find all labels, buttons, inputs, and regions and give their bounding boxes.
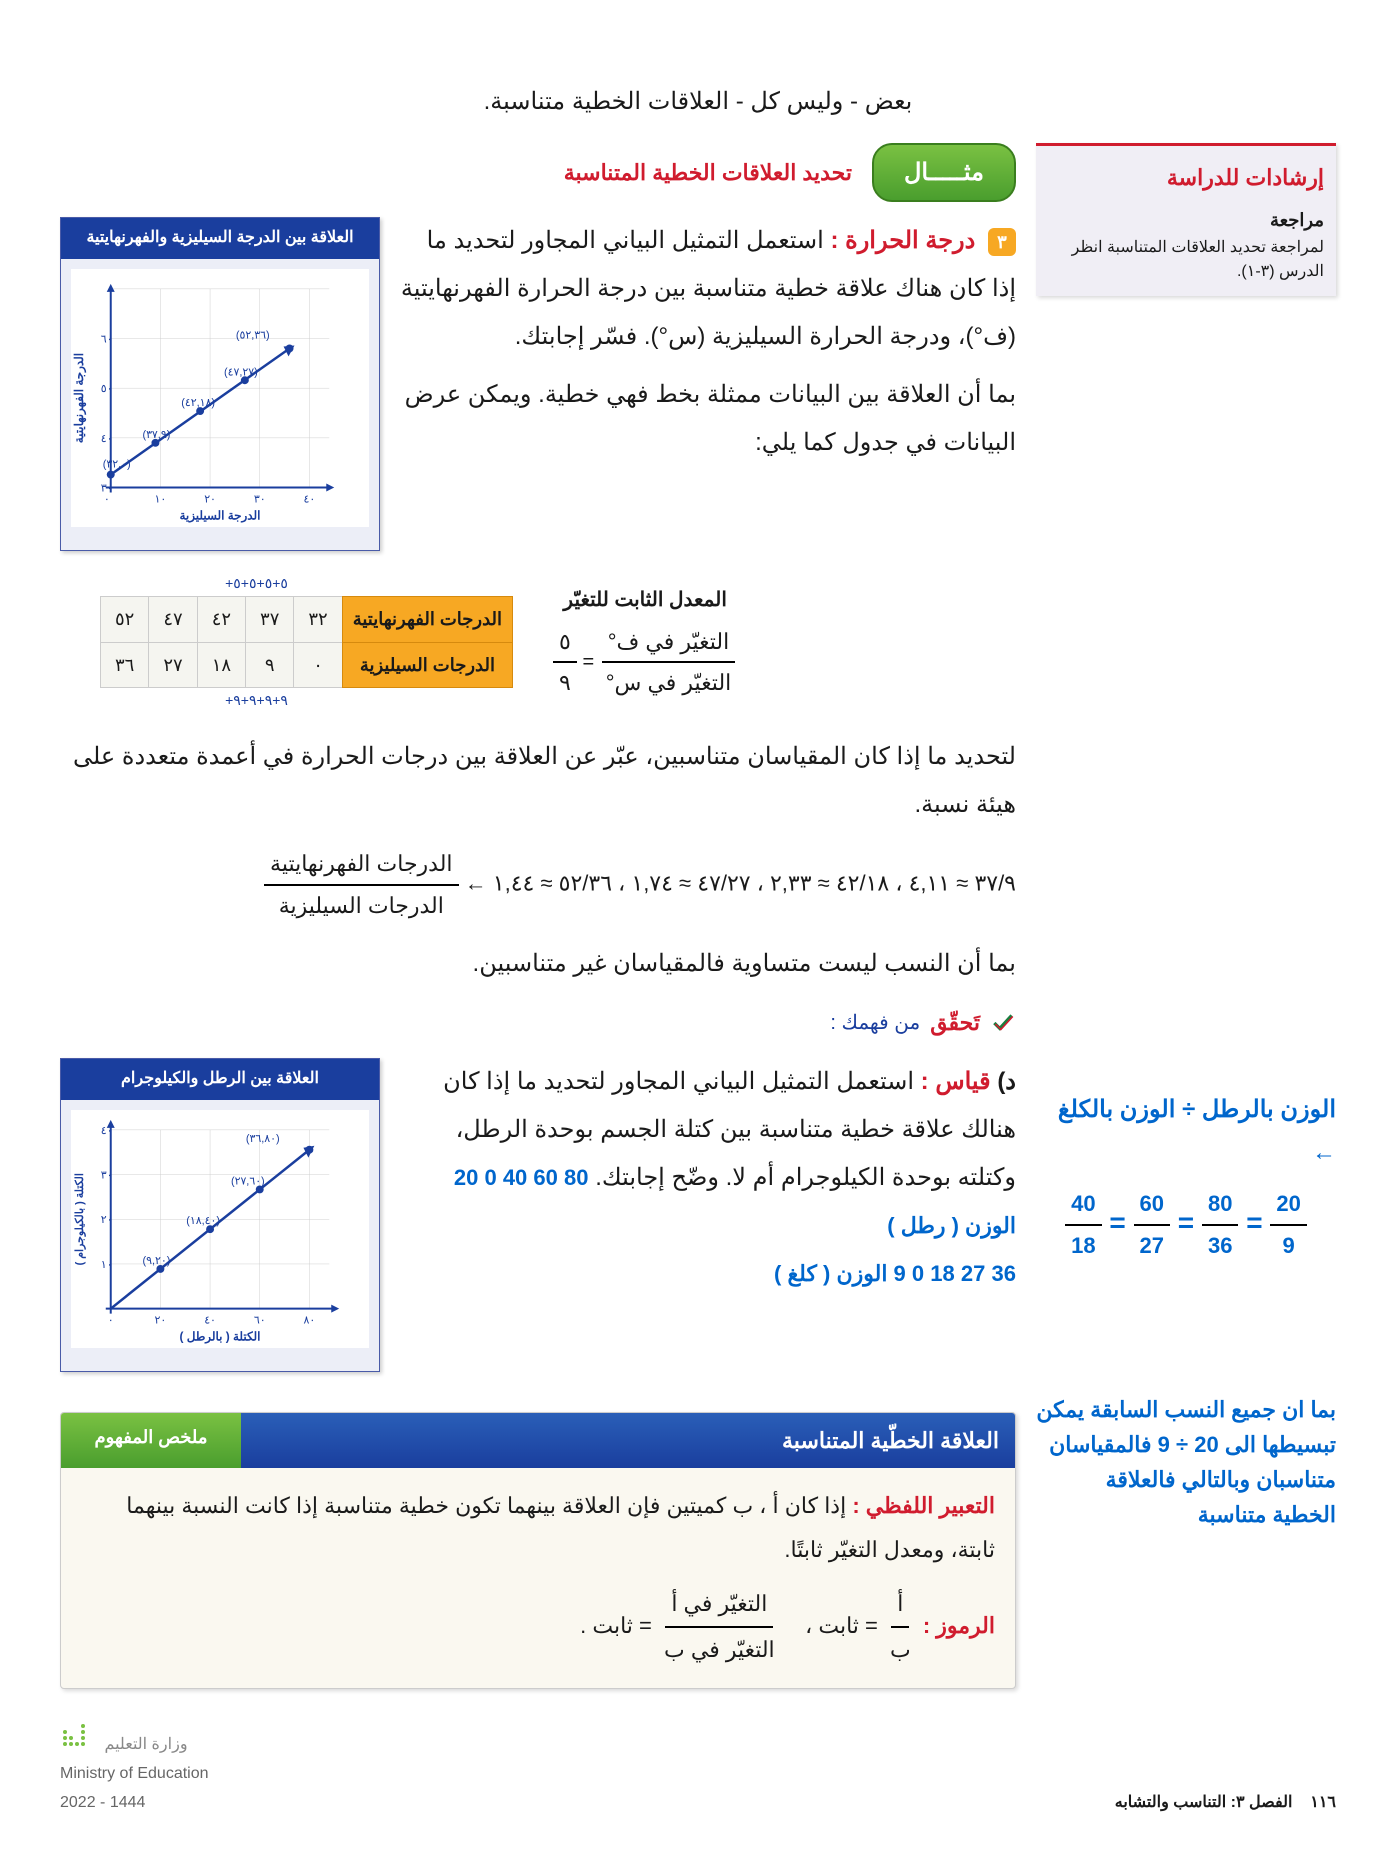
- margin-answer-d: الوزن بالرطل ÷ الوزن بالكلغ ← 4018 = 602…: [1036, 1058, 1336, 1276]
- ministry-en: Ministry of Education: [60, 1765, 209, 1782]
- margin-equation: 4018 = 6027 = 8036 = 209: [1036, 1184, 1336, 1265]
- svg-text:٠: ٠: [108, 1314, 114, 1326]
- p3-text: لتحديد ما إذا كان المقياسان متناسبين، عب…: [60, 733, 1016, 829]
- example-pill: مثـــــال: [872, 143, 1016, 202]
- ministry-ar: وزارة التعليم: [104, 1736, 187, 1753]
- chart-2-title: العلاقة بين الرطل والكيلوجرام: [61, 1059, 379, 1100]
- svg-text:٠: ٠: [104, 494, 110, 506]
- svg-text:٢٠: ٢٠: [155, 1314, 167, 1326]
- ratios-calc: الدرجات الفهرنهايتية الدرجات السيليزية ←…: [60, 844, 1016, 925]
- svg-text:٦٠: ٦٠: [254, 1314, 266, 1326]
- svg-text:الكتلة ( بالرطل ): الكتلة ( بالرطل ): [180, 1329, 261, 1344]
- verbal-label: التعبير اللفظي :: [852, 1493, 995, 1518]
- check-sub: من فهمك :: [830, 1005, 920, 1041]
- svg-text:٣٠: ٣٠: [101, 1169, 113, 1181]
- study-sidebar: إرشادات للدراسة مراجعة لمراجعة تحديد الع…: [1036, 143, 1336, 306]
- svg-text:(٤٢,١٨): (٤٢,١٨): [181, 397, 215, 409]
- chart-2-box: العلاقة بين الرطل والكيلوجرام: [60, 1058, 380, 1372]
- top-arrows: ٥+٥+٥+٥+: [100, 571, 513, 596]
- svg-text:الدرجة السيليزية: الدرجة السيليزية: [180, 508, 261, 523]
- bottom-arrows: ٩+٩+٩+٩+: [100, 688, 513, 713]
- example-3-text: ٣ درجة الحرارة : استعمل التمثيل البياني …: [400, 217, 1016, 467]
- part-d-letter: د): [997, 1068, 1016, 1095]
- svg-text:الكتلة ( بالكيلوجرام ): الكتلة ( بالكيلوجرام ): [74, 1173, 86, 1265]
- table-row1-label: الدرجات الفهرنهايتية: [342, 597, 512, 642]
- footer-year: 2022 - 1444: [60, 1794, 145, 1811]
- svg-text:٢٠: ٢٠: [101, 1214, 113, 1226]
- p4-text: بما أن النسب ليست متساوية فالمقياسان غير…: [60, 940, 1016, 988]
- svg-text:٤٠: ٤٠: [304, 494, 316, 506]
- page-footer: ١١٦ الفصل ٣: التناسب والتشابه وزارة التع…: [60, 1719, 1336, 1817]
- table-row2-label: الدرجات السيليزية: [342, 642, 512, 687]
- part-d-text: د) قياس : استعمل التمثيل البياني المجاور…: [400, 1058, 1016, 1298]
- concept-summary-box: العلاقة الخطّية المتناسبة ملخص المفهوم ا…: [60, 1412, 1016, 1690]
- svg-text:(٩,٢٠): (٩,٢٠): [142, 1255, 170, 1267]
- chart-1-box: العلاقة بين الدرجة السيليزية والفهرنهايت…: [60, 217, 380, 551]
- margin-heading: الوزن بالرطل ÷ الوزن بالكلغ ←: [1036, 1088, 1336, 1174]
- svg-text:٣٠: ٣٠: [101, 483, 113, 495]
- ministry-logo-icon: [60, 1719, 100, 1749]
- rate-num: ٥: [553, 622, 577, 664]
- temperature-table: الدرجات الفهرنهايتية ٣٢ ٣٧ ٤٢ ٤٧ ٥٢ الدر…: [100, 596, 513, 688]
- ex3-lead: درجة الحرارة :: [830, 227, 975, 254]
- chart-1-svg: (٣٢,٠) (٣٧,٩) (٤٢,١٨) (٤٧,٢٧) (٥٢,٣٦) ٠ …: [71, 269, 369, 527]
- chart-1-title: العلاقة بين الدرجة السيليزية والفهرنهايت…: [61, 218, 379, 259]
- rate-of-change: المعدل الثابت للتغيّر التغيّر في ف° التغ…: [553, 582, 737, 703]
- svg-text:٢٠: ٢٠: [204, 494, 216, 506]
- part-d-lead: قياس :: [921, 1068, 991, 1095]
- study-ref: لمراجعة تحديد العلاقات المتناسبة انظر ال…: [1048, 236, 1324, 284]
- svg-text:(٣٢,٠): (٣٢,٠): [103, 459, 131, 471]
- svg-text:١٠: ١٠: [155, 494, 167, 506]
- svg-text:٥٠: ٥٠: [101, 383, 113, 395]
- study-sub: مراجعة: [1048, 204, 1324, 236]
- svg-text:(٣٧,٩): (٣٧,٩): [142, 429, 170, 441]
- intro-text: بعض - وليس كل - العلاقات الخطية متناسبة.: [60, 80, 1336, 123]
- check-icon: [990, 1010, 1016, 1036]
- symbol-label: الرموز :: [923, 1613, 995, 1638]
- example-title: تحديد العلاقات الخطية المتناسبة: [564, 153, 852, 193]
- svg-text:(٣٦,٨٠): (٣٦,٨٠): [246, 1133, 280, 1145]
- check-understanding: تَحقّق من فهمك :: [60, 1003, 1016, 1043]
- svg-text:(٥٢,٣٦): (٥٢,٣٦): [236, 330, 270, 342]
- rate-num-label: التغيّر في ف°: [602, 622, 736, 664]
- ex3-p2: بما أن العلاقة بين البيانات ممثلة بخط فه…: [400, 371, 1016, 467]
- rate-den-label: التغيّر في س°: [600, 663, 738, 703]
- svg-text:٤٠: ٤٠: [101, 1125, 113, 1137]
- page-number: ١١٦: [1310, 1794, 1336, 1811]
- svg-text:الدرجة الفهرنهايتية: الدرجة الفهرنهايتية: [72, 353, 87, 443]
- svg-text:٤٠: ٤٠: [204, 1314, 216, 1326]
- check-title: تَحقّق: [930, 1003, 980, 1043]
- svg-text:٣٠: ٣٠: [254, 494, 266, 506]
- part-d-ans2: 36 27 18 0 9 الوزن ( كلغ ): [774, 1261, 1016, 1286]
- study-tips-box: إرشادات للدراسة مراجعة لمراجعة تحديد الع…: [1036, 143, 1336, 296]
- svg-text:(١٨,٤٠): (١٨,٤٠): [186, 1215, 220, 1227]
- margin-conclusion: بما ان جميع النسب السابقة يمكن تبسيطها ا…: [1036, 1392, 1336, 1533]
- rate-title: المعدل الثابت للتغيّر: [553, 582, 737, 618]
- chart-2-svg: (٩,٢٠) (١٨,٤٠) (٢٧,٦٠) (٣٦,٨٠) ٠ ٢٠ ٤٠ ٦…: [71, 1110, 369, 1348]
- svg-text:(٤٧,٢٧): (٤٧,٢٧): [224, 366, 258, 378]
- badge-3: ٣: [988, 228, 1016, 256]
- study-title: إرشادات للدراسة: [1048, 158, 1324, 198]
- concept-badge: ملخص المفهوم: [61, 1413, 241, 1469]
- rate-eq: =: [582, 650, 594, 672]
- concept-title: العلاقة الخطّية المتناسبة: [241, 1413, 1015, 1469]
- svg-text:٤٠: ٤٠: [101, 433, 113, 445]
- svg-text:(٢٧,٦٠): (٢٧,٦٠): [231, 1175, 265, 1187]
- svg-text:٨٠: ٨٠: [304, 1314, 316, 1326]
- svg-text:٦٠: ٦٠: [101, 334, 113, 346]
- svg-text:١٠: ١٠: [101, 1259, 113, 1271]
- example-header: مثـــــال تحديد العلاقات الخطية المتناسب…: [60, 143, 1016, 202]
- rate-den: ٩: [553, 663, 577, 703]
- chapter-label: الفصل ٣: التناسب والتشابه: [1115, 1794, 1293, 1811]
